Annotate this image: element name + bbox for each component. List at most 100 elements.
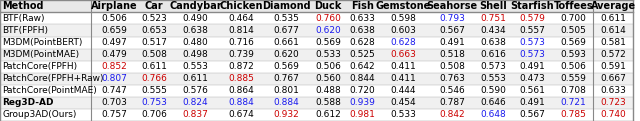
Text: 0.785: 0.785 <box>560 110 586 119</box>
Text: 0.703: 0.703 <box>101 98 127 107</box>
Text: 0.842: 0.842 <box>439 110 465 119</box>
Text: 0.793: 0.793 <box>439 14 465 23</box>
Text: 0.872: 0.872 <box>228 62 254 71</box>
Text: 0.581: 0.581 <box>600 38 626 47</box>
Text: 0.573: 0.573 <box>519 50 545 59</box>
Text: 0.505: 0.505 <box>560 26 586 35</box>
Text: 0.555: 0.555 <box>141 86 167 95</box>
Text: 0.638: 0.638 <box>481 38 506 47</box>
Text: 0.663: 0.663 <box>390 50 417 59</box>
Text: 0.569: 0.569 <box>560 38 586 47</box>
Text: 0.837: 0.837 <box>182 110 208 119</box>
Text: Duck: Duck <box>314 1 342 11</box>
Text: 0.757: 0.757 <box>101 110 127 119</box>
Text: 0.885: 0.885 <box>228 74 254 83</box>
Text: 0.981: 0.981 <box>349 110 375 119</box>
Bar <box>0 49 633 61</box>
Text: 0.706: 0.706 <box>141 110 167 119</box>
Text: 0.674: 0.674 <box>228 110 254 119</box>
Text: 0.559: 0.559 <box>560 74 586 83</box>
Text: 0.633: 0.633 <box>349 14 375 23</box>
Text: 0.572: 0.572 <box>600 50 626 59</box>
Text: 0.444: 0.444 <box>391 86 416 95</box>
Text: 0.884: 0.884 <box>228 98 254 107</box>
Text: 0.740: 0.740 <box>600 110 626 119</box>
Text: Shell: Shell <box>479 1 508 11</box>
Text: Average: Average <box>591 1 636 11</box>
Text: PatchCore(FPFH+Raw): PatchCore(FPFH+Raw) <box>3 74 104 83</box>
Text: 0.546: 0.546 <box>439 86 465 95</box>
Text: 0.642: 0.642 <box>349 62 375 71</box>
Text: 0.760: 0.760 <box>315 14 341 23</box>
Bar <box>0 109 633 121</box>
Text: 0.807: 0.807 <box>101 74 127 83</box>
Text: 0.553: 0.553 <box>182 62 208 71</box>
Bar <box>0 61 633 73</box>
Text: 0.573: 0.573 <box>481 62 506 71</box>
Text: M3DM(PointBERT): M3DM(PointBERT) <box>3 38 83 47</box>
Text: 0.633: 0.633 <box>600 86 626 95</box>
Bar <box>0 97 633 109</box>
Text: 0.638: 0.638 <box>182 26 208 35</box>
Text: 0.573: 0.573 <box>519 38 545 47</box>
Text: Candybar: Candybar <box>169 1 221 11</box>
Text: 0.801: 0.801 <box>274 86 300 95</box>
Text: 0.488: 0.488 <box>315 86 341 95</box>
Text: 0.533: 0.533 <box>315 50 341 59</box>
Text: 0.497: 0.497 <box>101 38 127 47</box>
Text: 0.588: 0.588 <box>315 98 341 107</box>
Text: 0.411: 0.411 <box>390 62 417 71</box>
Text: 0.557: 0.557 <box>519 26 545 35</box>
Text: Seahorse: Seahorse <box>426 1 477 11</box>
Text: 0.567: 0.567 <box>519 110 545 119</box>
Text: 0.716: 0.716 <box>228 38 254 47</box>
Text: 0.661: 0.661 <box>274 38 300 47</box>
Bar <box>0 73 633 85</box>
Text: 0.677: 0.677 <box>274 26 300 35</box>
Text: 0.569: 0.569 <box>274 62 300 71</box>
Text: 0.620: 0.620 <box>315 26 341 35</box>
Text: 0.611: 0.611 <box>182 74 208 83</box>
Text: 0.506: 0.506 <box>560 62 586 71</box>
Text: M3DM(PointMAE): M3DM(PointMAE) <box>3 50 79 59</box>
Text: 0.646: 0.646 <box>481 98 506 107</box>
Text: 0.628: 0.628 <box>349 38 375 47</box>
Text: 0.411: 0.411 <box>390 74 417 83</box>
Text: 0.533: 0.533 <box>390 110 417 119</box>
Text: 0.628: 0.628 <box>390 38 417 47</box>
Text: 0.517: 0.517 <box>141 38 167 47</box>
Text: 0.569: 0.569 <box>315 38 341 47</box>
Text: 0.667: 0.667 <box>600 74 626 83</box>
Text: PatchCore(PointMAE): PatchCore(PointMAE) <box>3 86 97 95</box>
Text: 0.523: 0.523 <box>141 14 167 23</box>
Text: 0.579: 0.579 <box>519 14 545 23</box>
Text: 0.567: 0.567 <box>439 26 465 35</box>
Text: 0.560: 0.560 <box>315 74 341 83</box>
Text: 0.598: 0.598 <box>390 14 417 23</box>
Text: 0.700: 0.700 <box>560 14 586 23</box>
Text: 0.591: 0.591 <box>600 62 626 71</box>
Text: 0.884: 0.884 <box>274 98 300 107</box>
Text: 0.454: 0.454 <box>390 98 417 107</box>
Text: 0.653: 0.653 <box>141 26 167 35</box>
Text: Reg3D-AD: Reg3D-AD <box>3 98 54 107</box>
Text: 0.763: 0.763 <box>439 74 465 83</box>
Text: 0.612: 0.612 <box>315 110 341 119</box>
Text: 0.721: 0.721 <box>560 98 586 107</box>
Text: 0.611: 0.611 <box>141 62 167 71</box>
Text: 0.535: 0.535 <box>274 14 300 23</box>
Text: 0.932: 0.932 <box>274 110 300 119</box>
Text: 0.720: 0.720 <box>349 86 375 95</box>
Bar <box>0 24 633 37</box>
Text: 0.490: 0.490 <box>182 14 208 23</box>
Text: 0.603: 0.603 <box>390 26 417 35</box>
Text: 0.638: 0.638 <box>349 26 375 35</box>
Text: 0.576: 0.576 <box>182 86 208 95</box>
Text: 0.611: 0.611 <box>600 14 626 23</box>
Text: 0.508: 0.508 <box>439 62 465 71</box>
Text: 0.506: 0.506 <box>315 62 341 71</box>
Text: Diamond: Diamond <box>262 1 311 11</box>
Text: 0.491: 0.491 <box>519 62 545 71</box>
Text: 0.473: 0.473 <box>519 74 545 83</box>
Text: 0.864: 0.864 <box>228 86 254 95</box>
